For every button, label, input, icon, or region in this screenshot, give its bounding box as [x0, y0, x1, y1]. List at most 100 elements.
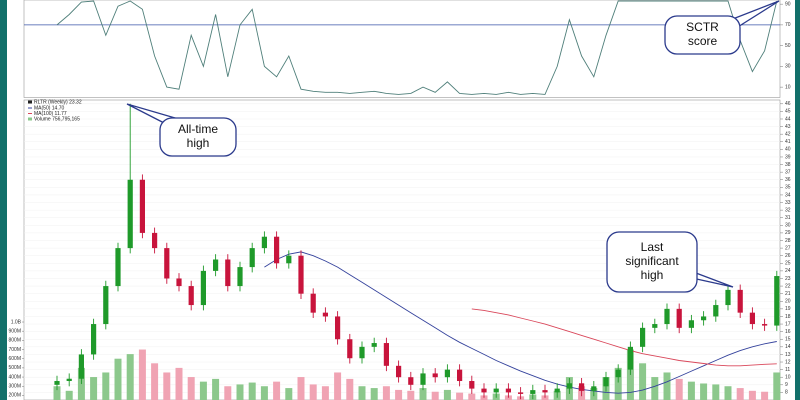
volume-bar	[419, 388, 427, 400]
right-strip	[795, 0, 800, 400]
y-tick-label: 11	[785, 367, 790, 373]
volume-tick-label: 900M	[8, 329, 21, 335]
volume-bar	[285, 388, 293, 400]
series-line	[471, 308, 777, 367]
candle-body	[530, 390, 536, 394]
legend-swatch	[28, 100, 32, 104]
volume-bar	[151, 363, 159, 400]
volume-tick-label: 700M	[8, 347, 21, 353]
y-tick-label: 70	[785, 22, 791, 28]
candle-body	[420, 373, 426, 385]
y-tick-label: 37	[785, 169, 791, 175]
volume-bar	[65, 390, 73, 400]
left-strip	[0, 0, 7, 400]
candle-body	[566, 383, 572, 389]
y-tick-label: 20	[785, 299, 791, 305]
volume-tick-label: 200M	[8, 393, 21, 399]
candle-body	[701, 316, 707, 321]
callout-text: high	[641, 268, 664, 282]
callout-text: significant	[625, 254, 679, 268]
candle-body	[749, 312, 755, 325]
y-tick-label: 25	[785, 261, 791, 267]
y-tick-label: 21	[785, 291, 791, 297]
candle-body	[725, 289, 731, 306]
volume-tick-label: 600M	[8, 356, 21, 362]
volume-bar	[773, 372, 781, 400]
y-tick-label: 39	[785, 154, 791, 160]
volume-bar	[675, 378, 683, 400]
volume-bar	[273, 381, 281, 400]
candle-body	[579, 383, 585, 391]
callout-join	[724, 21, 734, 31]
candle-body	[603, 377, 609, 387]
callout-text: SCTR	[686, 20, 719, 34]
y-tick-label: 13	[785, 352, 791, 358]
candle-body	[188, 286, 194, 306]
y-tick-label: 12	[785, 359, 791, 365]
candle-body	[518, 392, 524, 394]
candle-body	[237, 267, 243, 287]
y-tick-label: 46	[785, 101, 791, 107]
candle-body	[762, 324, 768, 326]
y-tick-label: 24	[785, 268, 791, 274]
candle-body	[176, 278, 182, 287]
candle-body	[261, 236, 267, 249]
volume-bar	[407, 390, 415, 400]
volume-bar	[248, 382, 256, 400]
volume-bar	[297, 377, 305, 400]
candle-body	[640, 327, 646, 347]
y-tick-label: 38	[785, 162, 791, 168]
callout-join	[687, 269, 693, 279]
candle-body	[322, 312, 328, 317]
callout-text: All-time	[178, 122, 218, 136]
volume-bar	[639, 363, 647, 400]
y-tick-label: 30	[785, 223, 791, 229]
y-tick-label: 10	[785, 84, 791, 90]
candle-body	[713, 305, 719, 317]
y-tick-label: 36	[785, 177, 791, 183]
y-tick-label: 27	[785, 245, 791, 251]
callout-text: Last	[641, 240, 664, 254]
candle-body	[164, 248, 170, 279]
candle-body	[91, 324, 97, 355]
volume-bar	[663, 372, 671, 400]
sctr-panel	[23, 0, 781, 98]
candle-body	[347, 339, 353, 359]
volume-bar	[321, 386, 329, 400]
candle-body	[737, 289, 743, 313]
candle-body	[396, 365, 402, 378]
volume-bar	[114, 358, 122, 400]
volume-bar	[346, 378, 354, 400]
y-tick-label: 14	[785, 344, 791, 350]
candle-body	[115, 248, 121, 287]
volume-bar	[187, 377, 195, 400]
volume-bar	[712, 384, 720, 400]
candle-body	[493, 388, 499, 393]
candle-body	[371, 343, 377, 347]
candle-body	[481, 388, 487, 393]
candle-body	[54, 381, 60, 385]
volume-bar	[260, 386, 268, 400]
volume-bar	[358, 386, 366, 400]
y-tick-label: 15	[785, 337, 791, 343]
y-tick-label: 40	[785, 147, 791, 153]
volume-bar	[334, 372, 342, 400]
candle-body	[591, 386, 597, 391]
volume-bar	[224, 386, 232, 400]
y-tick-label: 30	[785, 64, 791, 70]
candle-body	[310, 293, 316, 313]
callout-box	[606, 231, 698, 293]
volume-tick-label: 800M	[8, 338, 21, 344]
candle-body	[774, 276, 780, 326]
legend-entry: MA(50) 14.70	[34, 105, 65, 111]
volume-bar	[431, 391, 439, 400]
volume-tick-label: 400M	[8, 374, 21, 380]
candle-body	[249, 248, 255, 268]
volume-bar	[443, 389, 451, 400]
volume-tick-label: 1.0B	[11, 319, 22, 325]
y-tick-label: 23	[785, 276, 791, 282]
y-tick-label: 42	[785, 132, 791, 138]
y-tick-label: 9	[785, 382, 788, 388]
candle-body	[78, 354, 84, 379]
